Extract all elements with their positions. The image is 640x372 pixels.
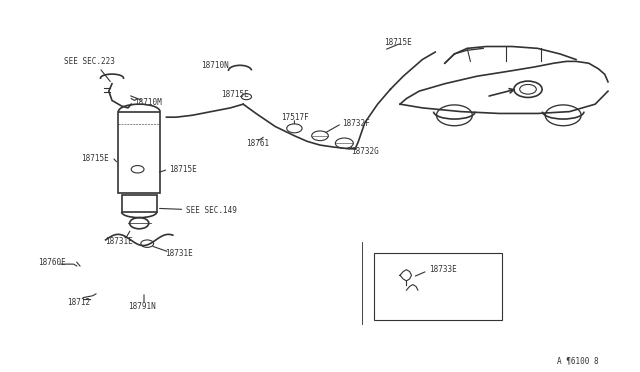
- Text: 18732G: 18732G: [351, 147, 378, 156]
- Text: 18710M: 18710M: [134, 98, 162, 107]
- Text: 18715E: 18715E: [81, 154, 109, 163]
- Bar: [122, 195, 157, 212]
- Text: SEE SEC.223: SEE SEC.223: [64, 57, 115, 66]
- Text: 18733E: 18733E: [429, 265, 456, 274]
- Text: 18791N: 18791N: [128, 302, 156, 311]
- Bar: [374, 253, 502, 320]
- Text: 17517F: 17517F: [282, 113, 309, 122]
- Text: 18715E: 18715E: [170, 165, 197, 174]
- Text: 18732F: 18732F: [342, 119, 370, 128]
- Text: 18715E: 18715E: [384, 38, 412, 47]
- Text: 18715E: 18715E: [221, 90, 248, 99]
- Text: 18712: 18712: [67, 298, 90, 307]
- Text: SEE SEC.149: SEE SEC.149: [186, 206, 236, 215]
- Text: 18761: 18761: [246, 139, 269, 148]
- Text: 18760E: 18760E: [38, 258, 66, 267]
- Text: A ¶6100 8: A ¶6100 8: [557, 356, 598, 365]
- Text: 18731E: 18731E: [106, 237, 133, 246]
- Text: 18731E: 18731E: [165, 249, 193, 258]
- Text: 18710N: 18710N: [202, 61, 229, 70]
- Bar: [118, 112, 160, 193]
